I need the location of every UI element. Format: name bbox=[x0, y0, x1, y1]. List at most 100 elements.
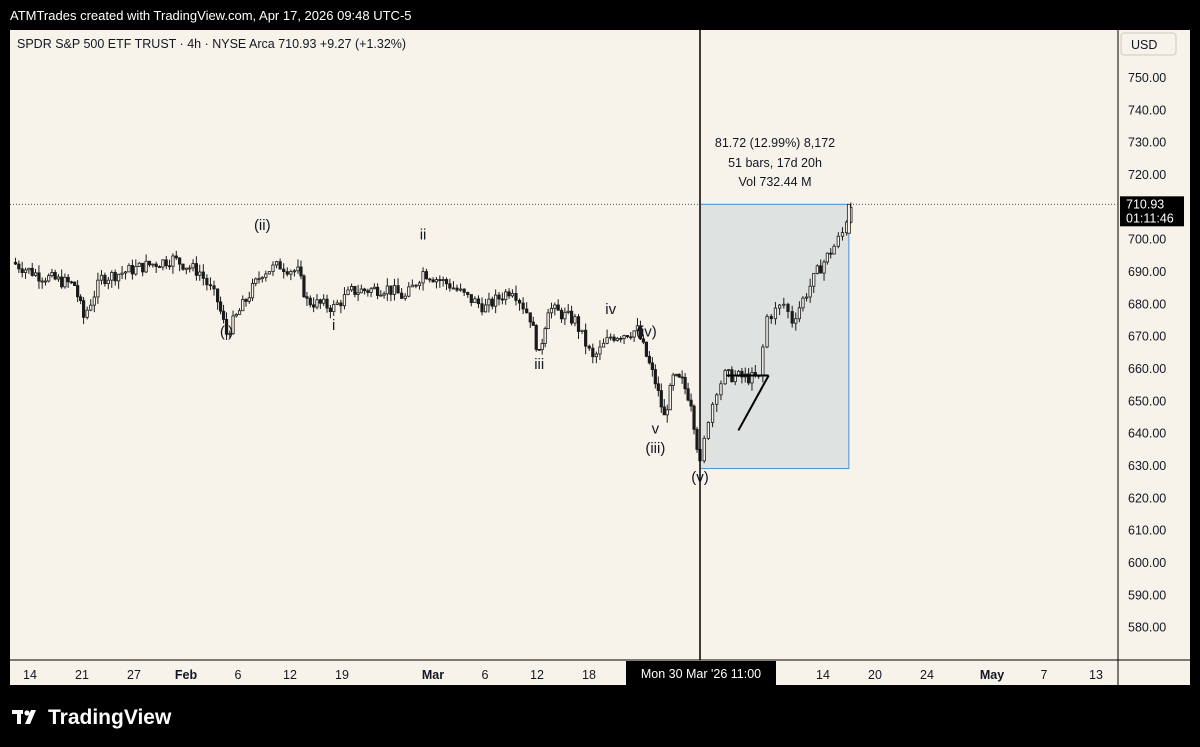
candle-body bbox=[296, 266, 300, 272]
candle-body bbox=[601, 342, 606, 348]
currency-label[interactable]: USD bbox=[1131, 38, 1157, 52]
candle-body bbox=[778, 304, 782, 309]
candle-body bbox=[271, 264, 275, 273]
candle-body bbox=[553, 304, 557, 309]
wave-label: iv bbox=[605, 301, 616, 318]
candle-body bbox=[247, 297, 251, 302]
candle-body bbox=[362, 288, 367, 292]
candle-body bbox=[801, 297, 805, 309]
candle-body bbox=[194, 263, 198, 276]
y-tick-label: 720.00 bbox=[1128, 168, 1166, 182]
candle-body bbox=[740, 370, 744, 378]
triangle-support-line[interactable] bbox=[737, 374, 770, 431]
candle-body bbox=[525, 308, 529, 314]
candle-body bbox=[171, 255, 175, 267]
candle-body bbox=[615, 337, 619, 341]
candle-body bbox=[846, 203, 851, 234]
candle-body bbox=[353, 285, 357, 295]
candle-body bbox=[372, 286, 376, 290]
candle-body bbox=[773, 307, 778, 320]
candle-body bbox=[686, 388, 690, 401]
candle-body bbox=[349, 285, 354, 291]
wave-label: ii bbox=[420, 227, 427, 244]
candle-body bbox=[89, 304, 93, 311]
candle-body bbox=[224, 319, 229, 335]
candle-body bbox=[662, 406, 666, 416]
candle-body bbox=[514, 293, 518, 301]
candle-body bbox=[605, 337, 609, 344]
price-tag bbox=[1120, 196, 1184, 227]
candle-body bbox=[612, 336, 616, 341]
candle-body bbox=[260, 276, 264, 280]
candle-body bbox=[201, 271, 205, 279]
candle-body bbox=[715, 394, 719, 405]
x-tick-label: 14 bbox=[23, 668, 37, 682]
candle-body bbox=[765, 315, 769, 348]
candle-body bbox=[215, 288, 220, 303]
candle-body bbox=[56, 276, 61, 280]
candle-body bbox=[448, 283, 452, 289]
candle-body bbox=[130, 264, 134, 275]
candle-body bbox=[63, 276, 67, 288]
candle-body bbox=[487, 298, 491, 306]
candle-body bbox=[674, 373, 678, 376]
candle-body bbox=[829, 252, 833, 255]
candle-body bbox=[188, 267, 192, 270]
candle-body bbox=[218, 301, 223, 312]
candle-body bbox=[836, 235, 840, 247]
candle-body bbox=[318, 299, 322, 304]
candle-body bbox=[335, 302, 339, 305]
candle-body bbox=[647, 355, 651, 364]
candle-body bbox=[635, 325, 640, 332]
y-tick-label: 590.00 bbox=[1128, 588, 1166, 602]
x-tick-label: 19 bbox=[335, 668, 349, 682]
candle-body bbox=[840, 232, 845, 237]
candle-body bbox=[832, 245, 836, 255]
candle-body bbox=[656, 383, 660, 391]
candle-body bbox=[264, 273, 268, 278]
y-tick-label: 600.00 bbox=[1128, 556, 1166, 570]
tradingview-logo[interactable]: TradingView bbox=[12, 706, 171, 730]
candle-body bbox=[191, 263, 195, 269]
candle-body bbox=[497, 294, 501, 300]
candle-body bbox=[244, 299, 248, 302]
candle-body bbox=[30, 267, 34, 276]
y-tick-label: 750.00 bbox=[1128, 71, 1166, 85]
candle-body bbox=[23, 269, 28, 274]
candle-body bbox=[237, 310, 242, 315]
candle-body bbox=[103, 274, 107, 285]
candle-body bbox=[151, 263, 155, 266]
candle-body bbox=[683, 377, 687, 390]
candle-body bbox=[521, 302, 525, 310]
candle-body bbox=[164, 259, 168, 267]
candle-body bbox=[322, 298, 326, 304]
candle-body bbox=[490, 298, 494, 307]
measure-box[interactable] bbox=[699, 203, 850, 470]
candle-body bbox=[573, 316, 577, 324]
candle-body bbox=[750, 372, 754, 384]
candle-body bbox=[184, 267, 188, 270]
wave-label: (iii) bbox=[645, 440, 665, 457]
candle-body bbox=[644, 341, 649, 357]
candle-body bbox=[794, 318, 798, 324]
candle-body bbox=[356, 292, 360, 295]
candle-body bbox=[396, 285, 400, 294]
candle-body bbox=[385, 285, 389, 295]
candle-body bbox=[123, 271, 128, 274]
candle-body bbox=[653, 369, 657, 385]
candle-body bbox=[174, 255, 178, 259]
tradingview-logo-icon bbox=[12, 710, 36, 724]
candle-body bbox=[632, 330, 636, 338]
currency-box[interactable] bbox=[1120, 32, 1177, 56]
x-tick-label: 18 bbox=[582, 668, 596, 682]
candle-body bbox=[706, 421, 710, 439]
candle-body bbox=[609, 336, 613, 339]
candle-body bbox=[302, 275, 306, 298]
candle-body bbox=[822, 261, 826, 274]
candle-body bbox=[305, 296, 309, 299]
candle-body bbox=[480, 303, 484, 313]
candle-body bbox=[507, 291, 511, 297]
candle-body bbox=[677, 373, 681, 378]
price-tag-value: 710.93 bbox=[1126, 197, 1164, 211]
